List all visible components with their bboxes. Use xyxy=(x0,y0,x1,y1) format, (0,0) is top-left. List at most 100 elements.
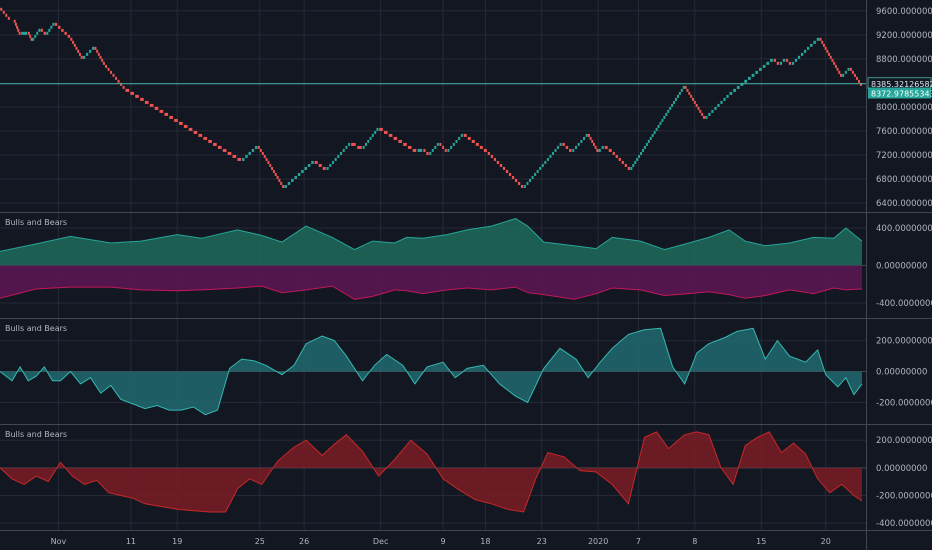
renko-brick-up xyxy=(541,163,544,167)
renko-brick-up xyxy=(708,112,711,116)
renko-brick-down xyxy=(322,166,326,170)
renko-brick-down xyxy=(99,55,102,59)
renko-brick-down xyxy=(357,145,362,149)
x-tick-label: Dec xyxy=(373,537,388,546)
renko-brick-down xyxy=(785,58,789,62)
renko-brick-down xyxy=(444,148,447,152)
renko-brick-down xyxy=(40,28,43,32)
renko-brick-up xyxy=(329,163,332,167)
renko-brick-down xyxy=(857,79,860,83)
renko-brick-up xyxy=(436,142,439,146)
renko-brick-up xyxy=(574,145,577,149)
renko-brick-up xyxy=(797,55,801,59)
renko-brick-up xyxy=(665,112,668,116)
pane-indicator-3: Bulls and Bears xyxy=(0,430,866,513)
renko-brick-down xyxy=(94,46,97,50)
renko-brick-down xyxy=(471,139,475,143)
renko-brick-up xyxy=(340,151,343,155)
renko-brick-up xyxy=(779,61,783,65)
renko-brick-up xyxy=(842,73,845,77)
y-tick-label: 7600.00000000 xyxy=(876,127,932,137)
renko-brick-down xyxy=(826,49,829,53)
y-tick-label: -400.00000000 xyxy=(876,299,932,309)
renko-brick-up xyxy=(766,61,770,65)
renko-brick-down xyxy=(379,127,383,131)
series-area-net xyxy=(0,431,862,512)
renko-brick-down xyxy=(78,52,81,56)
y-tick-label: 0.00000000 xyxy=(876,464,927,474)
x-tick-label: 8 xyxy=(692,537,697,546)
series-line-bull xyxy=(0,218,863,252)
renko-brick-down xyxy=(13,19,16,23)
series-area-bull xyxy=(0,218,862,266)
y-tick-label: 0.00000000 xyxy=(876,262,927,272)
renko-brick-up xyxy=(374,130,377,134)
renko-brick-up xyxy=(50,25,53,29)
renko-brick-up xyxy=(534,172,537,176)
pane-price xyxy=(0,7,866,188)
renko-brick-down xyxy=(193,130,198,134)
renko-brick-down xyxy=(412,148,417,152)
renko-brick-down xyxy=(684,85,687,89)
renko-brick-down xyxy=(624,163,627,167)
renko-brick-up xyxy=(655,127,658,131)
renko-brick-down xyxy=(140,97,144,101)
renko-brick-down xyxy=(587,133,590,137)
renko-brick-down xyxy=(691,97,694,101)
renko-brick-up xyxy=(675,97,678,101)
renko-brick-down xyxy=(851,70,854,74)
renko-brick-up xyxy=(334,157,337,161)
renko-brick-down xyxy=(104,64,107,68)
renko-brick-up xyxy=(417,148,423,152)
y-tick-label: 400.00000000 xyxy=(876,224,932,234)
time-axis[interactable]: Nov 11 19 25 26 Dec 9 18 23 2020 7 8 15 20 xyxy=(51,537,831,546)
renko-brick-down xyxy=(618,157,621,161)
renko-brick-down xyxy=(7,16,10,20)
price-axes[interactable]: 9600.00000000 9200.00000000 8800.00000000 8… xyxy=(867,7,932,529)
renko-brick-up xyxy=(242,157,245,161)
renko-brick-down xyxy=(130,91,134,95)
renko-brick-down xyxy=(14,22,17,26)
renko-brick-up xyxy=(92,46,95,50)
renko-brick-up xyxy=(847,67,850,71)
renko-brick-up xyxy=(638,154,641,158)
renko-brick-up xyxy=(632,163,635,167)
renko-brick-up xyxy=(705,115,708,119)
x-tick-label: 25 xyxy=(255,537,265,546)
renko-brick-down xyxy=(97,52,100,56)
renko-brick-up xyxy=(770,58,773,62)
renko-brick-up xyxy=(38,28,41,32)
renko-brick-down xyxy=(591,139,594,143)
renko-brick-down xyxy=(102,61,105,65)
renko-brick-down xyxy=(149,103,154,107)
renko-brick-up xyxy=(657,124,660,128)
renko-brick-down xyxy=(695,103,698,107)
renko-brick-up xyxy=(583,136,586,140)
renko-brick-down xyxy=(592,142,595,146)
renko-brick-down xyxy=(75,46,78,50)
renko-brick-up xyxy=(647,139,650,143)
renko-brick-down xyxy=(479,145,483,149)
renko-brick-down xyxy=(188,127,193,131)
renko-brick-up xyxy=(529,178,532,182)
renko-brick-down xyxy=(604,145,608,149)
renko-brick-down xyxy=(159,109,164,113)
renko-brick-down xyxy=(67,34,71,38)
renko-brick-down xyxy=(2,10,5,14)
renko-brick-up xyxy=(523,184,526,188)
renko-brick-up xyxy=(736,85,740,89)
renko-brick-up xyxy=(720,100,723,104)
renko-brick-down xyxy=(686,88,689,92)
renko-brick-up xyxy=(526,181,529,185)
renko-brick-down xyxy=(183,124,188,128)
renko-brick-down xyxy=(442,145,445,149)
renko-brick-up xyxy=(297,172,301,176)
renko-brick-up xyxy=(85,52,89,56)
renko-brick-up xyxy=(36,31,39,35)
renko-brick-up xyxy=(551,151,554,155)
renko-brick-down xyxy=(110,70,113,74)
renko-brick-down xyxy=(773,58,777,62)
renko-brick-up xyxy=(729,91,733,95)
renko-brick-down xyxy=(257,145,260,149)
renko-brick-down xyxy=(423,148,426,152)
